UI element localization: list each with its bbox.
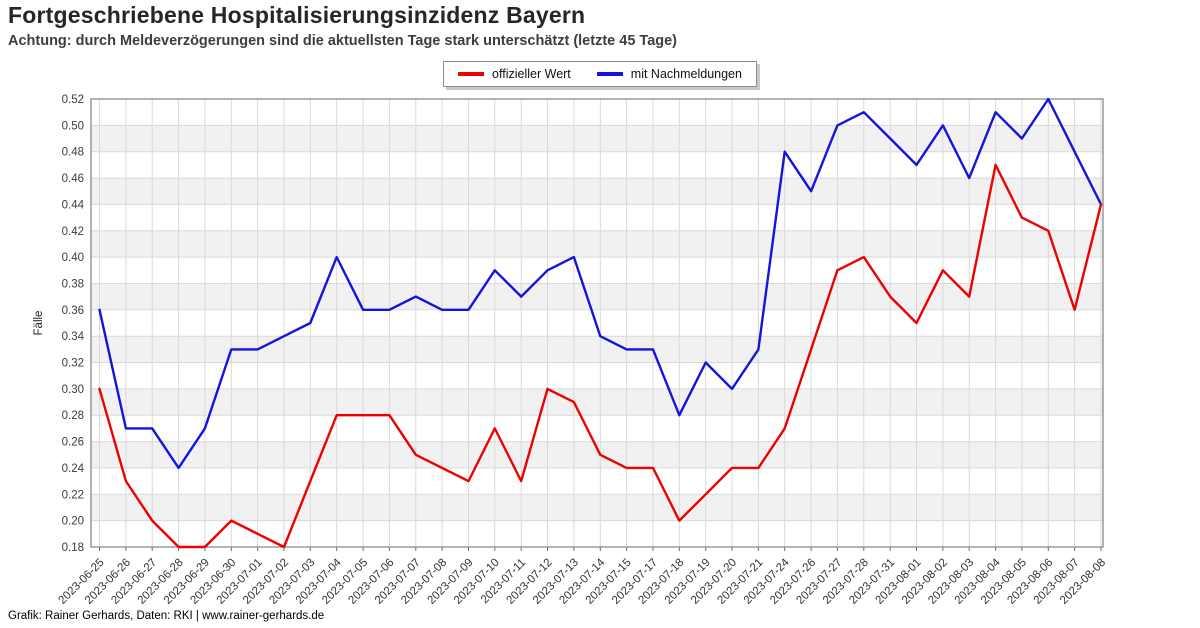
y-tick-label: 0.46 xyxy=(62,173,84,185)
y-axis-title: Fälle xyxy=(33,311,45,336)
grid-band xyxy=(91,125,1103,152)
chart-title: Fortgeschriebene Hospitalisierungsinzide… xyxy=(8,2,586,28)
y-tick-label: 0.34 xyxy=(62,331,85,343)
chart-subtitle: Achtung: durch Meldeverzögerungen sind d… xyxy=(8,33,678,49)
y-tick-label: 0.32 xyxy=(62,358,84,370)
grid-band xyxy=(91,230,1103,258)
legend-label: offizieller Wert xyxy=(492,67,571,81)
y-tick-label: 0.28 xyxy=(62,410,84,422)
y-tick-label: 0.42 xyxy=(62,226,84,238)
y-tick-label: 0.24 xyxy=(62,463,85,475)
y-tick-label: 0.40 xyxy=(62,252,84,264)
grid-band xyxy=(91,494,1103,521)
y-tick-label: 0.26 xyxy=(62,437,84,449)
series-line-mit-Nachmeldungen xyxy=(98,97,1103,470)
y-tick-label: 0.44 xyxy=(62,199,85,211)
y-tick-label: 0.50 xyxy=(62,120,84,132)
series-line-offizieller-Wert xyxy=(98,163,1103,549)
legend-item-nachmeldungen: mit Nachmeldungen xyxy=(596,67,742,81)
y-tick-label: 0.20 xyxy=(62,516,84,528)
legend-label: mit Nachmeldungen xyxy=(630,67,742,81)
legend-swatch-red xyxy=(458,72,485,76)
y-tick-label: 0.38 xyxy=(62,279,84,291)
grid-band xyxy=(91,283,1103,310)
legend: offizieller Wert mit Nachmeldungen xyxy=(443,61,757,87)
y-tick-label: 0.22 xyxy=(62,489,84,501)
footer-credit: Grafik: Rainer Gerhards, Daten: RKI | ww… xyxy=(8,610,325,622)
y-tick-label: 0.30 xyxy=(62,384,84,396)
plot-border xyxy=(90,98,1104,548)
y-tick-label: 0.52 xyxy=(62,94,84,106)
grid-band xyxy=(91,388,1103,416)
y-tick-label: 0.36 xyxy=(62,305,84,317)
legend-swatch-blue xyxy=(596,72,623,76)
legend-item-official: offizieller Wert xyxy=(458,67,571,81)
grid-band xyxy=(91,178,1103,205)
y-tick-label: 0.48 xyxy=(62,147,84,159)
y-tick-label: 0.18 xyxy=(62,542,84,554)
